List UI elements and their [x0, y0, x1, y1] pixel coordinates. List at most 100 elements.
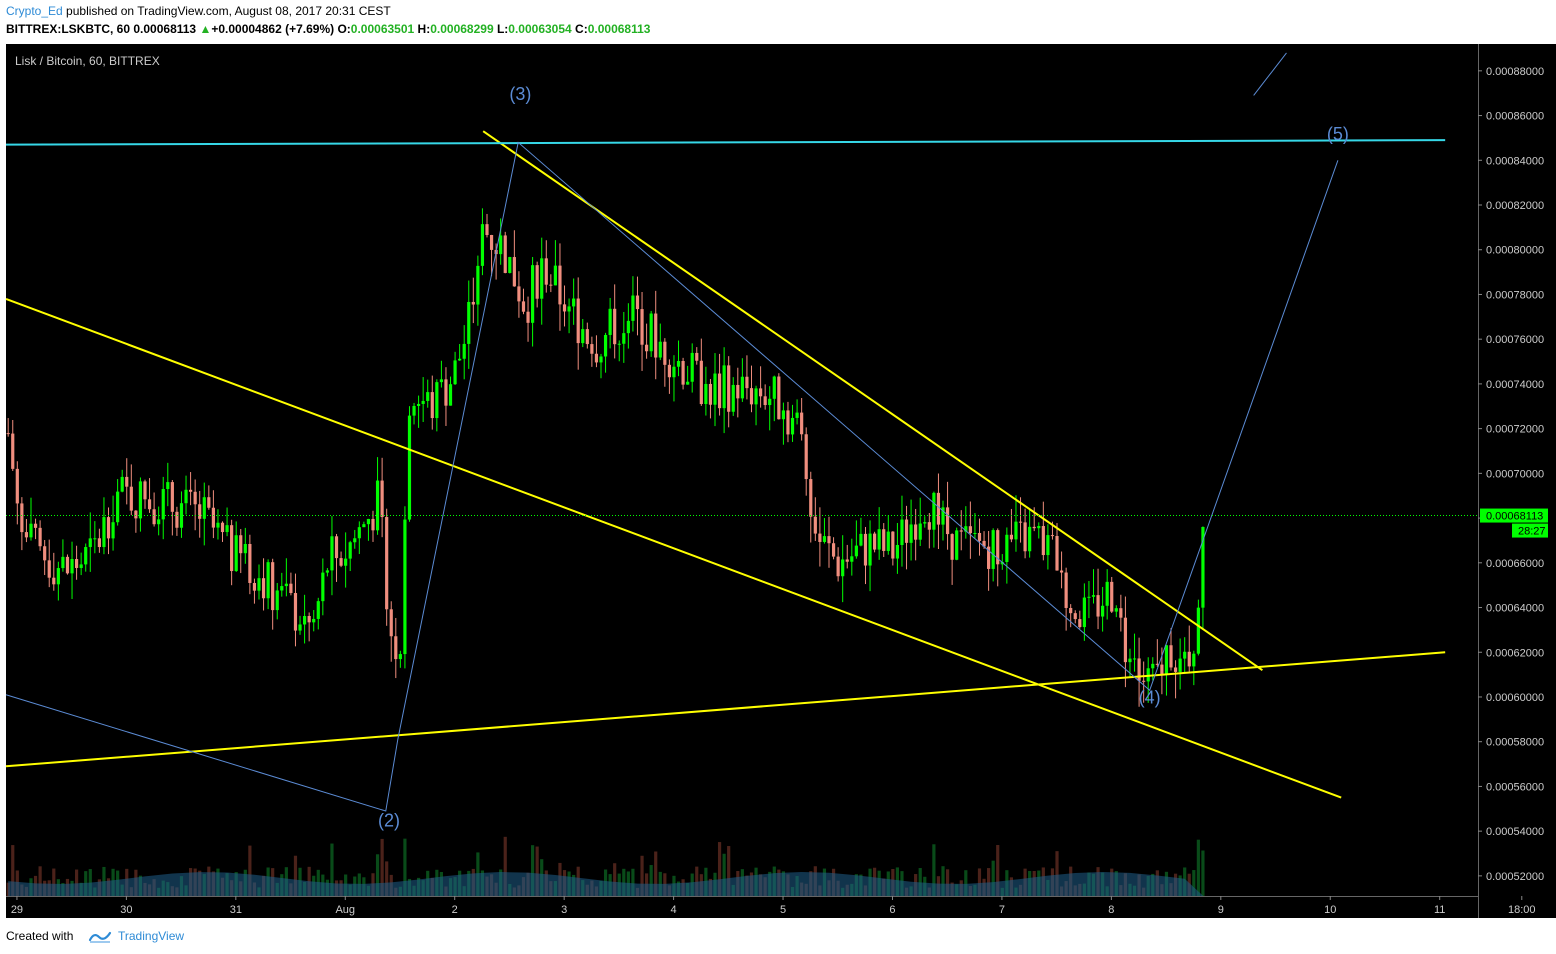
candle-body — [731, 384, 735, 412]
candle-body — [708, 383, 713, 405]
candle-body — [407, 415, 412, 520]
trendline-wave-extension — [1253, 52, 1287, 96]
candle-body — [302, 616, 307, 625]
candle-body — [786, 410, 790, 435]
price-axis — [1478, 44, 1556, 918]
candle-body — [959, 530, 963, 532]
candle-body — [1183, 651, 1187, 659]
publish-line: Crypto_Ed published on TradingView.com, … — [6, 4, 391, 18]
tradingview-logo-icon[interactable] — [88, 928, 112, 944]
candle-body — [777, 376, 781, 420]
candle-body — [170, 482, 174, 512]
wave-label: (2) — [378, 811, 400, 831]
candle-body — [375, 480, 380, 531]
candle-body — [704, 383, 708, 405]
candle-body — [521, 301, 526, 312]
candle-body — [307, 616, 311, 623]
candle-body — [827, 536, 831, 544]
candle-body — [489, 234, 494, 250]
candle-body — [877, 529, 881, 550]
candle-body — [444, 379, 448, 406]
candle-body — [772, 376, 776, 399]
candle-body — [426, 392, 430, 401]
candle-body — [790, 417, 795, 435]
candle-body — [1142, 680, 1146, 682]
volume-bar — [248, 845, 252, 896]
candle-body — [768, 398, 772, 406]
candle-body — [29, 523, 33, 538]
y-tick-label: 0.00076000 — [1486, 334, 1544, 346]
candle-body — [471, 301, 475, 305]
candle-body — [458, 358, 462, 361]
candle-body — [713, 373, 717, 405]
candle-body — [435, 382, 439, 419]
candle-body — [622, 333, 626, 344]
candle-body — [526, 311, 530, 323]
candle-body — [147, 499, 152, 510]
candle-body — [138, 481, 143, 519]
candle-body — [394, 636, 398, 660]
candle-body — [841, 559, 845, 577]
tradingview-link[interactable]: TradingView — [118, 929, 185, 943]
candle-body — [631, 295, 635, 321]
candle-body — [1196, 607, 1200, 654]
chart-header: Crypto_Ed published on TradingView.com, … — [0, 0, 1556, 44]
candle-body — [581, 329, 585, 344]
candle-body — [672, 366, 676, 378]
candle-body — [371, 518, 375, 531]
candle-body — [1151, 663, 1155, 669]
candle-body — [298, 624, 302, 631]
publish-info: published on TradingView.com, August 08,… — [66, 4, 391, 18]
candle-body — [572, 298, 576, 307]
volume-bar — [695, 866, 699, 896]
candle-body — [1018, 521, 1023, 523]
candle-body — [1009, 534, 1014, 540]
candle-body — [289, 583, 293, 594]
candle-body — [603, 334, 608, 357]
candle-body — [658, 341, 662, 358]
candle-body — [166, 482, 170, 490]
candle-body — [389, 609, 393, 637]
price-chart[interactable]: 0.00088000 0.00086000 0.00084000 0.00082000… — [0, 44, 1556, 918]
candle-body — [836, 556, 840, 577]
candle-body — [822, 536, 827, 542]
candle-body — [79, 564, 83, 568]
candle-body — [562, 304, 567, 312]
candle-body — [125, 476, 129, 487]
x-tick-label: 8 — [1108, 904, 1114, 916]
plot-area — [6, 44, 1478, 896]
volume-bar — [330, 843, 334, 896]
candle-body — [517, 286, 521, 302]
candle-body — [895, 544, 900, 559]
candle-body — [1119, 608, 1123, 618]
candle-body — [261, 578, 266, 599]
candle-body — [225, 525, 229, 533]
candle-body — [640, 309, 644, 345]
candle-body — [531, 265, 535, 323]
candle-body — [722, 365, 726, 409]
author-link[interactable]: Crypto_Ed — [6, 4, 63, 18]
candle-body — [20, 503, 24, 533]
candle-body — [188, 489, 193, 492]
x-tick-label: 5 — [780, 904, 786, 916]
candle-body — [193, 491, 197, 505]
x-tick-label: Aug — [335, 904, 355, 916]
x-tick-label: 2 — [452, 904, 458, 916]
candle-body — [1114, 608, 1118, 612]
candle-body — [430, 392, 434, 419]
candle-body — [941, 507, 945, 525]
candle-body — [558, 265, 562, 305]
candle-body — [111, 522, 115, 539]
candle-body — [467, 301, 471, 344]
candle-body — [1014, 521, 1018, 540]
candle-body — [781, 410, 786, 420]
volume-bar — [987, 868, 991, 896]
y-tick-label: 0.00056000 — [1486, 781, 1544, 793]
candle-body — [161, 489, 165, 520]
candle-body — [1137, 658, 1141, 681]
volume-bar — [717, 842, 722, 896]
volume-bar — [375, 854, 380, 896]
x-tick-label: 30 — [120, 904, 132, 916]
candle-body — [590, 344, 594, 354]
volume-bar — [941, 866, 945, 896]
